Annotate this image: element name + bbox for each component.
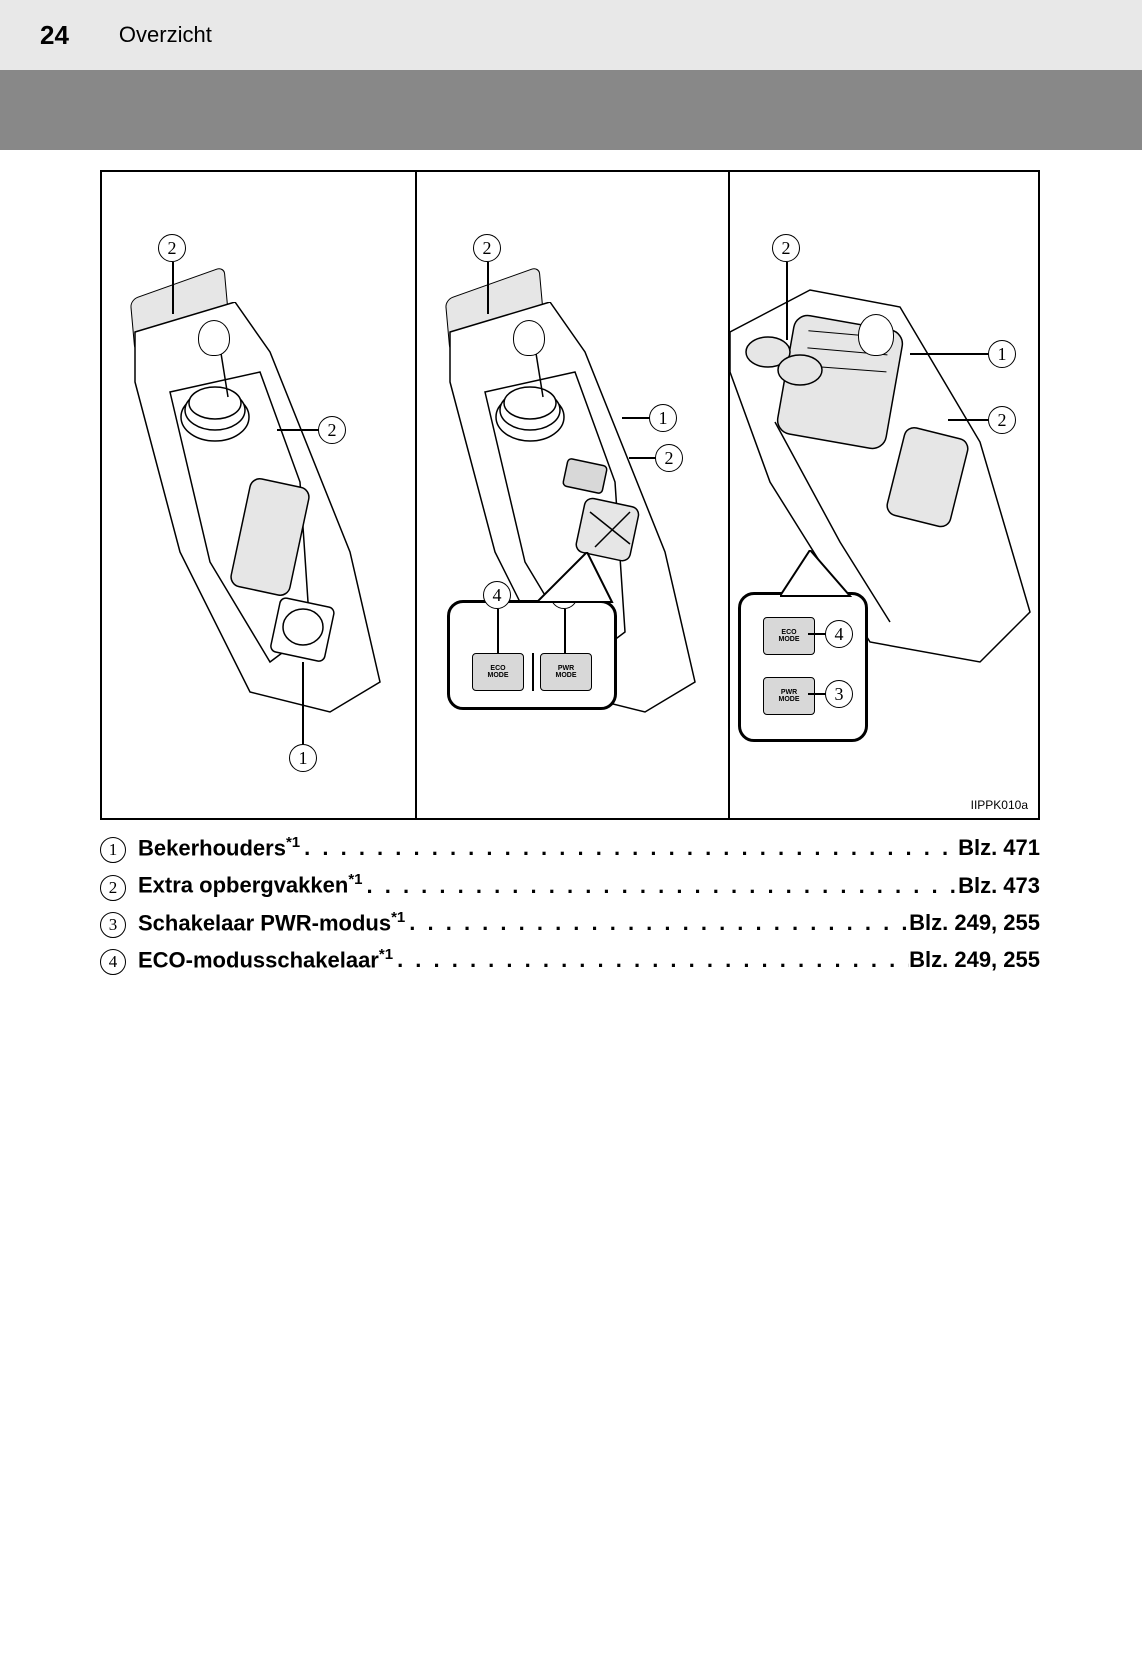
callout-2: 2 xyxy=(655,444,683,472)
leader-line xyxy=(786,262,788,340)
callout-4: 4 xyxy=(825,620,853,648)
section-title: Overzicht xyxy=(119,22,212,48)
legend-page: Blz. 471 xyxy=(958,835,1040,861)
leader-line xyxy=(277,429,319,431)
callout-1: 1 xyxy=(988,340,1016,368)
legend-list: 1 Bekerhouders*1 . . . . . . . . . . . .… xyxy=(100,834,1040,975)
leader-line xyxy=(622,417,650,419)
leader-line xyxy=(564,609,566,653)
legend-label: ECO-modusschakelaar*1 xyxy=(138,946,393,973)
divider xyxy=(532,653,534,691)
leader-dots: . . . . . . . . . . . . . . . . . . . . … xyxy=(363,873,959,899)
legend-number: 4 xyxy=(100,949,126,975)
leader-line xyxy=(808,633,826,635)
figure-panel-3: ECO MODE PWR MODE 4 3 2 1 2 xyxy=(728,172,1042,818)
figure-box: 2 2 1 xyxy=(100,170,1040,820)
figure-code: IIPPK010a xyxy=(971,798,1028,812)
callout-2: 2 xyxy=(473,234,501,262)
inset-connector xyxy=(780,550,860,600)
callout-2: 2 xyxy=(988,406,1016,434)
legend-row: 1 Bekerhouders*1 . . . . . . . . . . . .… xyxy=(100,834,1040,863)
leader-line xyxy=(497,609,499,653)
leader-line xyxy=(808,693,826,695)
leader-line xyxy=(302,662,304,744)
leader-line xyxy=(629,457,656,459)
leader-line xyxy=(487,262,489,314)
figure-panel-2: ECO MODE PWR MODE 4 3 2 1 2 xyxy=(415,172,728,818)
legend-label: Schakelaar PWR-modus*1 xyxy=(138,909,405,936)
callout-1: 1 xyxy=(649,404,677,432)
shifter-knob xyxy=(858,314,894,356)
page-header: 24 Overzicht xyxy=(0,0,1142,70)
shifter-knob xyxy=(198,320,230,356)
pwr-mode-button: PWR MODE xyxy=(763,677,815,715)
legend-number: 1 xyxy=(100,837,126,863)
eco-mode-button: ECO MODE xyxy=(472,653,524,691)
callout-4: 4 xyxy=(483,581,511,609)
callout-1: 1 xyxy=(289,744,317,772)
leader-line xyxy=(948,419,988,421)
callout-2: 2 xyxy=(772,234,800,262)
leader-line xyxy=(172,262,174,314)
pwr-mode-button: PWR MODE xyxy=(540,653,592,691)
legend-number: 3 xyxy=(100,912,126,938)
callout-2: 2 xyxy=(318,416,346,444)
page-number: 24 xyxy=(40,20,69,51)
legend-page: Blz. 249, 255 xyxy=(909,947,1040,973)
callout-3: 3 xyxy=(825,680,853,708)
legend-number: 2 xyxy=(100,875,126,901)
header-gray-band xyxy=(0,70,1142,150)
shifter-knob xyxy=(513,320,545,356)
console-svg xyxy=(120,302,400,722)
eco-mode-button: ECO MODE xyxy=(763,617,815,655)
mode-inset-box: ECO MODE PWR MODE 4 3 xyxy=(447,600,617,710)
leader-dots: . . . . . . . . . . . . . . . . . . . . … xyxy=(405,910,909,936)
callout-2: 2 xyxy=(158,234,186,262)
figure-panel-1: 2 2 1 xyxy=(102,172,415,818)
legend-label: Extra opbergvakken*1 xyxy=(138,871,363,898)
legend-page: Blz. 249, 255 xyxy=(909,910,1040,936)
legend-row: 2 Extra opbergvakken*1 . . . . . . . . .… xyxy=(100,871,1040,900)
mode-inset-box: ECO MODE PWR MODE xyxy=(738,592,868,742)
legend-row: 4 ECO-modusschakelaar*1 . . . . . . . . … xyxy=(100,946,1040,975)
legend-label: Bekerhouders*1 xyxy=(138,834,300,861)
console-outline xyxy=(120,302,400,722)
content-area: 2 2 1 xyxy=(0,150,1142,975)
legend-page: Blz. 473 xyxy=(958,873,1040,899)
leader-dots: . . . . . . . . . . . . . . . . . . . . … xyxy=(393,947,909,973)
leader-dots: . . . . . . . . . . . . . . . . . . . . … xyxy=(300,835,958,861)
legend-row: 3 Schakelaar PWR-modus*1 . . . . . . . .… xyxy=(100,909,1040,938)
inset-connector xyxy=(537,552,617,607)
leader-line xyxy=(910,353,988,355)
